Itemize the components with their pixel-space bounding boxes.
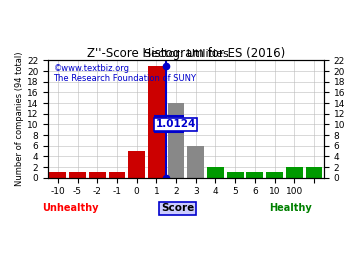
Bar (306, 167, 322, 178)
Bar (207, 167, 224, 178)
Text: ©www.textbiz.org: ©www.textbiz.org (54, 64, 130, 73)
Bar (286, 167, 303, 178)
Bar (187, 146, 204, 178)
Bar (49, 172, 66, 178)
Text: Healthy: Healthy (269, 204, 312, 214)
Bar (168, 103, 184, 178)
Bar (69, 172, 86, 178)
Text: 1.0124: 1.0124 (156, 119, 196, 129)
Bar (128, 151, 145, 178)
Y-axis label: Number of companies (94 total): Number of companies (94 total) (15, 52, 24, 186)
Text: The Research Foundation of SUNY: The Research Foundation of SUNY (54, 75, 197, 83)
Bar (247, 172, 263, 178)
Text: Sector: Utilities: Sector: Utilities (144, 49, 228, 59)
Bar (109, 172, 125, 178)
Text: Score: Score (161, 204, 194, 214)
Title: Z''-Score Histogram for ES (2016): Z''-Score Histogram for ES (2016) (87, 48, 285, 60)
Bar (148, 66, 165, 178)
Bar (227, 172, 243, 178)
Bar (89, 172, 105, 178)
Bar (266, 172, 283, 178)
Text: Unhealthy: Unhealthy (42, 204, 98, 214)
